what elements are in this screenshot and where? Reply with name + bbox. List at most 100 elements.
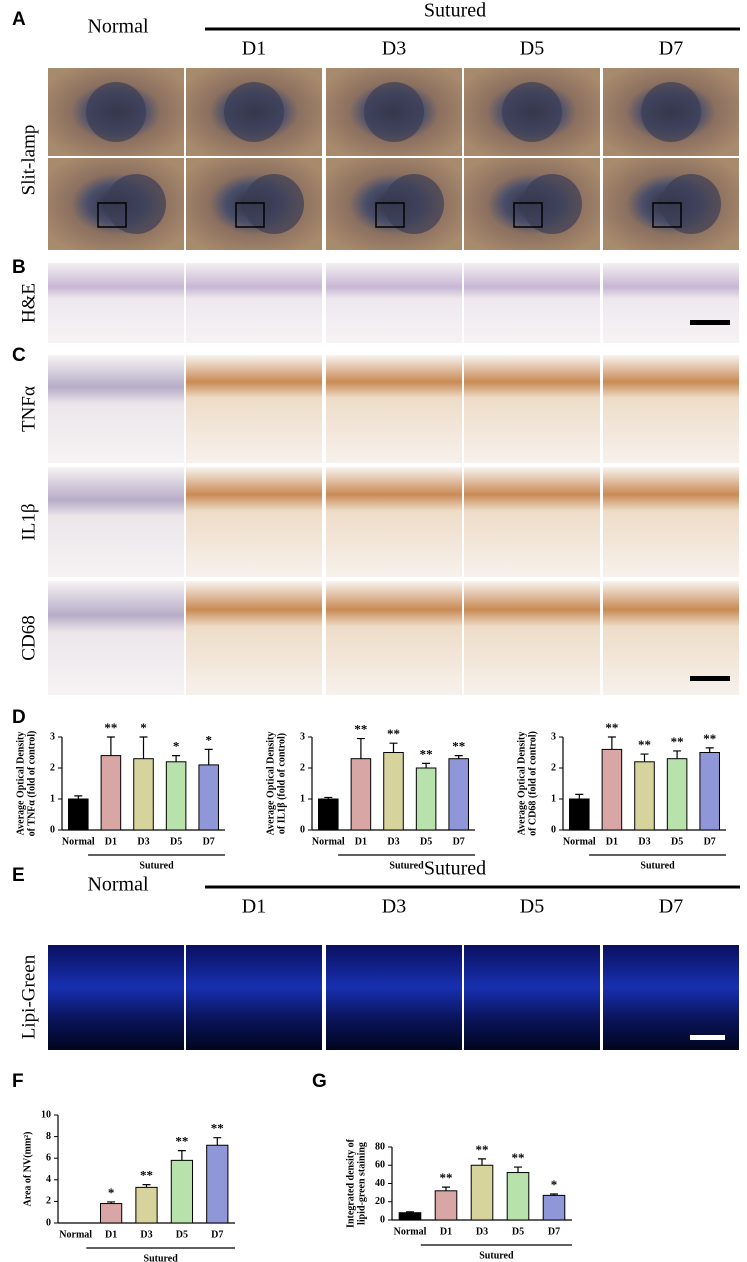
- x-tick-label: D1: [105, 1229, 117, 1240]
- panel-label: B: [12, 257, 26, 278]
- significance: **: [140, 1168, 153, 1183]
- error-bar: [177, 1150, 186, 1161]
- micrograph: [603, 945, 739, 1050]
- row-label: H&E: [18, 283, 39, 323]
- micrograph: [603, 263, 739, 343]
- x-tick-label: D7: [704, 836, 716, 847]
- micrograph: [186, 355, 322, 463]
- bar: [415, 767, 437, 831]
- y-axis-label: Area of NV(mm²): [22, 1131, 33, 1206]
- bar: [318, 798, 339, 831]
- group-label: Sutured: [424, 858, 486, 880]
- x-tick-label: Normal: [312, 836, 345, 847]
- micrograph: [326, 263, 462, 343]
- x-tick-label: Normal: [62, 836, 95, 847]
- pupil: [86, 82, 146, 142]
- significance: *: [551, 1177, 558, 1192]
- x-tick-label: D3: [387, 836, 399, 847]
- group-label: Sutured: [144, 1253, 179, 1262]
- scale-bar: [690, 1035, 725, 1040]
- x-tick-label: D7: [453, 836, 465, 847]
- y-tick-label: 0: [46, 1217, 51, 1228]
- error-bar: [705, 747, 714, 753]
- group-label: Sutured: [424, 0, 486, 22]
- bar: [133, 758, 154, 831]
- bar: [198, 764, 219, 831]
- micrograph: [186, 467, 322, 577]
- error-bar: [324, 796, 333, 799]
- significance: **: [452, 739, 465, 754]
- error-bar: [454, 755, 463, 759]
- panel-label: E: [12, 865, 25, 886]
- x-tick-label: D5: [512, 1226, 524, 1237]
- inset-box: [375, 202, 405, 228]
- error-bar: [106, 736, 115, 756]
- micrograph: [186, 581, 322, 695]
- bar: [569, 798, 590, 831]
- significance: **: [420, 746, 433, 761]
- x-tick-label: D1: [355, 836, 367, 847]
- x-tick-label: Normal: [394, 1226, 427, 1237]
- y-tick-label: 4: [46, 1174, 51, 1185]
- bar: [601, 748, 623, 831]
- micrograph: [326, 581, 462, 695]
- significance: **: [703, 731, 716, 746]
- x-tick-label: D7: [548, 1226, 560, 1237]
- significance: *: [108, 1185, 115, 1200]
- y-tick-label: 2: [50, 762, 55, 773]
- bar: [383, 752, 404, 831]
- y-tick-label: 1: [300, 793, 305, 804]
- y-axis-label: of IL1β (fold of control): [276, 733, 287, 834]
- y-tick-label: 8: [46, 1131, 51, 1142]
- y-tick-label: 2: [300, 762, 305, 773]
- column-label: D7: [659, 38, 683, 60]
- bar: [634, 761, 655, 831]
- pupil: [522, 174, 582, 234]
- micrograph: [326, 467, 462, 577]
- y-tick-label: 20: [375, 1196, 385, 1207]
- y-tick-label: 10: [41, 1109, 51, 1120]
- y-axis-label: Average Optical Density: [516, 732, 527, 836]
- row-label: TNFα: [18, 386, 39, 432]
- y-tick-label: 0: [380, 1214, 385, 1225]
- bar: [165, 761, 187, 831]
- x-tick-label: D3: [638, 836, 650, 847]
- column-label: D1: [242, 896, 266, 918]
- x-tick-label: D3: [137, 836, 149, 847]
- error-bar: [442, 1186, 450, 1191]
- panel-label: F: [12, 1071, 24, 1092]
- column-label: D7: [659, 896, 683, 918]
- micrograph: [326, 945, 462, 1050]
- bar: [100, 755, 122, 831]
- y-axis-label: Average Optical Density: [265, 732, 276, 836]
- error-bar: [107, 1201, 116, 1204]
- error-bar: [640, 753, 649, 762]
- normal-label: Normal: [87, 874, 149, 896]
- x-tick-label: Normal: [59, 1229, 92, 1240]
- significance: **: [638, 737, 651, 752]
- y-tick-label: 0: [50, 824, 55, 835]
- micrograph: [464, 355, 600, 463]
- inset-box: [97, 202, 127, 228]
- micrograph: [326, 355, 462, 463]
- y-tick-label: 3: [300, 731, 305, 742]
- micrograph: [603, 355, 739, 463]
- significance: **: [387, 726, 400, 741]
- bar: [350, 758, 372, 831]
- inset-box: [652, 202, 682, 228]
- group-label: Sutured: [640, 860, 675, 871]
- significance: **: [211, 1121, 224, 1136]
- y-tick-label: 80: [375, 1141, 385, 1152]
- micrograph: [464, 467, 600, 577]
- significance: *: [205, 732, 212, 747]
- bar: [398, 1212, 422, 1221]
- y-tick-label: 6: [46, 1152, 51, 1163]
- x-tick-label: D5: [170, 836, 182, 847]
- pupil: [384, 174, 444, 234]
- error-bar: [389, 742, 398, 753]
- group-label: Sutured: [389, 860, 424, 871]
- group-label: Sutured: [479, 1250, 514, 1261]
- bar: [448, 758, 469, 831]
- x-tick-label: D5: [420, 836, 432, 847]
- error-bar: [204, 748, 213, 765]
